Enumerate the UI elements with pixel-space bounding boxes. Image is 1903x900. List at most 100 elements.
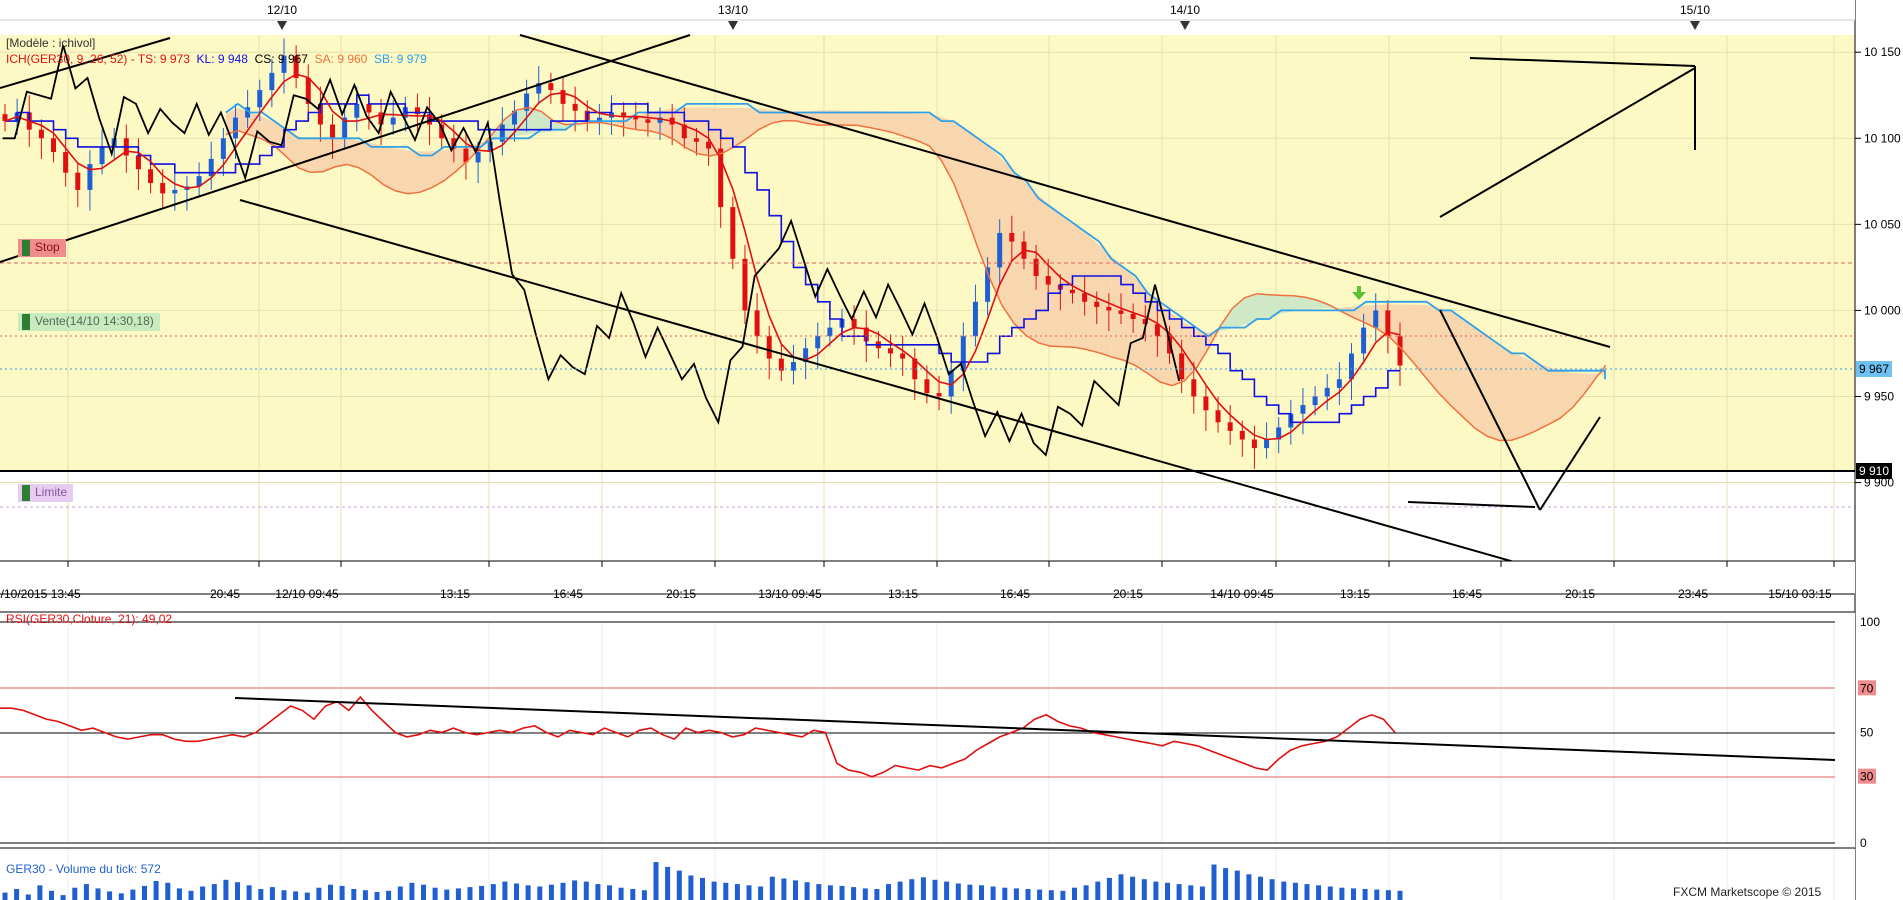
volume-bar bbox=[1188, 885, 1194, 900]
uptrend-line[interactable] bbox=[0, 34, 691, 263]
candle-body bbox=[803, 348, 809, 363]
volume-bar bbox=[769, 876, 775, 900]
candle-body bbox=[1069, 289, 1075, 294]
cloud-segment bbox=[1232, 297, 1245, 329]
volume-bar bbox=[258, 889, 264, 900]
volume-bar bbox=[1037, 889, 1043, 900]
limit-tag[interactable]: Limite bbox=[18, 484, 74, 502]
candle-body bbox=[172, 189, 178, 194]
cloud-segment bbox=[1087, 234, 1100, 353]
candle-body bbox=[2, 114, 8, 122]
cloud-segment bbox=[1244, 293, 1257, 325]
volume-bar bbox=[118, 893, 124, 900]
time-axis[interactable] bbox=[0, 561, 1855, 595]
candle-body bbox=[414, 107, 420, 115]
volume-bar bbox=[560, 882, 566, 900]
target-up-line[interactable] bbox=[1439, 67, 1696, 218]
cloud-segment bbox=[1050, 205, 1063, 347]
volume-bar bbox=[72, 887, 78, 900]
volume-bar bbox=[688, 875, 694, 900]
target-top-line[interactable] bbox=[1469, 57, 1696, 67]
candle-body bbox=[997, 232, 1003, 268]
date-marker-label: 12/10 bbox=[267, 3, 297, 17]
time-label: 16:45 bbox=[1000, 587, 1030, 601]
candle-body bbox=[354, 103, 360, 118]
model-label: [Modèle : ichivol] bbox=[6, 36, 96, 50]
candle-body bbox=[1009, 232, 1015, 242]
cloud-segment bbox=[359, 140, 372, 176]
volume-bar bbox=[1397, 890, 1403, 900]
time-label: 20:45 bbox=[210, 587, 240, 601]
volume-bar bbox=[734, 884, 740, 900]
candle-body bbox=[1215, 410, 1221, 423]
projection-rise-line[interactable] bbox=[1539, 416, 1601, 511]
uptrend-line-2[interactable] bbox=[0, 37, 171, 89]
date-marker-icon bbox=[1690, 21, 1700, 30]
price-ticks: 10 150 10 100 10 050 10 000 9 950 9 900 bbox=[1855, 45, 1901, 490]
time-label: 20:15 bbox=[1113, 587, 1143, 601]
candle-body bbox=[548, 83, 554, 91]
volume-bar bbox=[479, 885, 485, 900]
date-marker-label: 15/10 bbox=[1680, 3, 1710, 17]
limit-tag-handle bbox=[22, 485, 30, 501]
volume-bar bbox=[351, 889, 357, 900]
date-marker-icon bbox=[1180, 21, 1190, 30]
volume-bar bbox=[1223, 868, 1229, 900]
cloud-segment bbox=[1438, 307, 1451, 406]
candle-body bbox=[1264, 439, 1270, 449]
price-tick-label: 9 900 bbox=[1864, 476, 1894, 490]
cloud-segment bbox=[1499, 344, 1512, 441]
candle-body bbox=[718, 148, 724, 208]
ichimoku-cloud bbox=[225, 107, 1605, 441]
sell-order-tag[interactable]: Vente(14/10 14:30,18) bbox=[18, 313, 160, 331]
rsi-trendline[interactable] bbox=[234, 697, 1836, 761]
level-price-box: 9 910 bbox=[1856, 463, 1893, 479]
candle-body bbox=[1082, 293, 1088, 302]
volume-panel[interactable] bbox=[0, 849, 1855, 900]
volume-bar bbox=[537, 886, 543, 900]
rsi-tick-bg bbox=[1858, 680, 1876, 696]
volume-bar bbox=[397, 886, 403, 900]
volume-bar bbox=[2, 892, 8, 900]
volume-bar bbox=[851, 887, 857, 900]
volume-bar bbox=[409, 882, 415, 900]
rsi-panel[interactable] bbox=[0, 612, 1855, 848]
volume-bar bbox=[107, 891, 113, 900]
cloud-segment bbox=[395, 148, 408, 194]
cloud-segment bbox=[1281, 295, 1294, 314]
rsi-tick-label: 30 bbox=[1860, 770, 1874, 784]
stop-tag[interactable]: Stop bbox=[18, 239, 66, 257]
candle-body bbox=[657, 117, 663, 123]
volume-bar bbox=[362, 890, 368, 900]
cloud-segment bbox=[553, 120, 566, 132]
volume-bar bbox=[758, 886, 764, 900]
target-bottom-line[interactable] bbox=[1407, 501, 1536, 508]
volume-bar bbox=[920, 877, 926, 900]
volume-bar bbox=[281, 890, 287, 900]
candle-body bbox=[645, 119, 651, 123]
watermark: FXCM Marketscope © 2015 bbox=[1673, 885, 1822, 899]
cloud-segment bbox=[310, 138, 323, 173]
volume-bar bbox=[432, 887, 438, 900]
cloud-segment bbox=[1341, 306, 1354, 318]
candle-body bbox=[220, 138, 226, 159]
volume-bar bbox=[827, 885, 833, 900]
volume-bar bbox=[897, 881, 903, 900]
cloud-segment bbox=[832, 110, 845, 126]
drawings[interactable] bbox=[0, 34, 1696, 566]
volume-bar bbox=[641, 890, 647, 900]
channel-lower-line[interactable] bbox=[239, 199, 1526, 566]
cloud-segment bbox=[686, 107, 699, 155]
price-tick-label: 10 050 bbox=[1864, 217, 1901, 231]
sell-tag-label: Vente(14/10 14:30,18) bbox=[35, 314, 154, 329]
ich-name: ICH(GER30, 9, 26, 52) - bbox=[6, 52, 135, 66]
cloud-segment bbox=[444, 148, 457, 181]
candle-body bbox=[778, 358, 784, 371]
projection-drop-line[interactable] bbox=[1439, 309, 1541, 511]
channel-upper-line[interactable] bbox=[519, 34, 1611, 348]
cloud-segment bbox=[334, 137, 348, 167]
volume-title: GER30 - Volume du tick: 572 bbox=[6, 862, 161, 876]
time-label: 14/10 09:45 bbox=[1210, 587, 1274, 601]
volume-bar bbox=[816, 884, 822, 900]
